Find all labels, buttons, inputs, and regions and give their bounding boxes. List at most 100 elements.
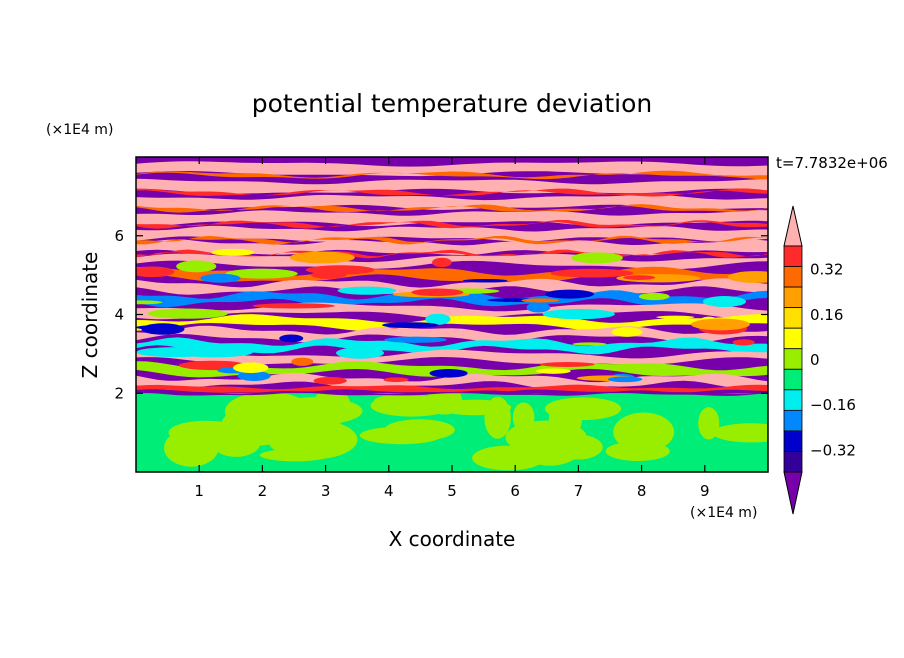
field-patch — [411, 288, 464, 297]
field-patch — [237, 370, 271, 382]
field-patch — [337, 286, 397, 295]
field-streak — [136, 170, 768, 180]
field-streak — [136, 220, 768, 229]
field-patch — [211, 248, 255, 256]
x-axis: 1 2 3 4 5 6 7 8 9 — [194, 157, 710, 500]
field-patch — [572, 342, 607, 346]
heatmap-field — [136, 157, 768, 472]
field-blob — [164, 428, 219, 467]
field-patch — [252, 303, 335, 309]
field-layer-mid — [136, 290, 768, 308]
field-patch — [176, 260, 217, 273]
field-streak — [136, 235, 768, 245]
y-axis-label: Z coordinate — [78, 252, 102, 379]
field-patch — [691, 318, 750, 331]
field-patch — [702, 296, 747, 308]
x-tick-label: 4 — [384, 482, 394, 500]
field-patch — [462, 278, 508, 283]
colorbar-label: −0.32 — [810, 441, 856, 459]
colorbar-label: −0.16 — [810, 396, 856, 414]
time-label: t=7.7832e+06 — [776, 154, 888, 172]
field-blob — [484, 396, 511, 439]
field-layer-pink — [136, 178, 768, 194]
field-blob — [384, 419, 455, 441]
field-blob — [291, 435, 343, 455]
colorbar-segment — [783, 348, 803, 370]
field-patch — [147, 308, 228, 319]
x-tick-label: 8 — [637, 482, 647, 500]
field-blob — [505, 420, 587, 455]
field-layer-pink — [136, 194, 768, 211]
field-layer-mid — [136, 372, 768, 390]
field-patch — [732, 339, 755, 346]
field-streak — [136, 188, 768, 197]
field-patch — [521, 298, 560, 303]
y-tick-label: 2 — [114, 384, 124, 402]
field-patch — [136, 266, 175, 278]
field-layer-mid — [136, 337, 768, 355]
field-blob — [373, 394, 427, 408]
field-blob — [613, 412, 675, 452]
field-patch — [542, 309, 615, 320]
field-patch — [571, 252, 623, 264]
field-patch — [727, 271, 768, 283]
colorbar-top-arrow — [783, 205, 803, 247]
field-patch — [623, 275, 656, 280]
x-tick-label: 5 — [447, 482, 457, 500]
colorbar-segment — [783, 430, 803, 452]
colorbar-label: 0 — [810, 351, 820, 369]
x-unit-label: (×1E4 m) — [690, 505, 757, 521]
colorbar-segment — [783, 409, 803, 432]
colorbar-segment — [783, 389, 803, 411]
field-patch — [336, 347, 385, 359]
field-layer-pink — [136, 161, 768, 177]
x-tick-label: 7 — [574, 482, 584, 500]
field-patch — [279, 334, 304, 343]
field-patch — [425, 313, 451, 325]
field-patch — [550, 268, 634, 278]
field-blob — [544, 397, 622, 421]
field-boundary-purple — [136, 390, 768, 396]
field-patch — [429, 368, 468, 378]
field-patch — [539, 362, 595, 367]
field-patch — [233, 362, 269, 374]
field-patch — [305, 265, 375, 275]
x-axis-label: X coordinate — [389, 527, 516, 551]
field-patch — [611, 327, 643, 337]
x-tick-label: 9 — [700, 482, 710, 500]
colorbar-bottom-arrow — [783, 471, 803, 515]
field-patch — [607, 376, 643, 383]
x-tick-label: 3 — [321, 482, 331, 500]
field-layer-pink — [136, 225, 768, 242]
x-tick-label: 1 — [194, 482, 204, 500]
field-patch — [291, 357, 314, 366]
field-patch — [384, 336, 447, 343]
field-patch — [383, 377, 409, 383]
field-patch — [313, 376, 347, 385]
colorbar-segment — [783, 327, 803, 350]
y-axis: 2 4 6 — [114, 227, 768, 402]
chart-title: potential temperature deviation — [252, 89, 652, 118]
field-patch — [656, 315, 695, 319]
field-patch — [136, 325, 178, 330]
field-patch — [392, 324, 414, 328]
colorbar-segment — [783, 245, 803, 267]
field-patch — [200, 273, 241, 283]
y-tick-label: 6 — [114, 227, 124, 245]
field-patch — [536, 368, 571, 374]
colorbar: 0.32 0.16 0 −0.16 −0.32 — [783, 205, 856, 515]
field-patch — [136, 300, 163, 305]
field-patch — [526, 302, 551, 313]
colorbar-segment — [783, 307, 803, 329]
colorbar-segment — [783, 451, 803, 473]
x-tick-label: 2 — [258, 482, 268, 500]
field-patch — [544, 289, 594, 299]
field-layer-pink — [136, 210, 768, 227]
y-unit-label: (×1E4 m) — [46, 122, 113, 138]
colorbar-label: 0.32 — [810, 261, 843, 279]
field-streak — [136, 204, 768, 213]
colorbar-label: 0.16 — [810, 306, 843, 324]
field-patch — [225, 268, 298, 279]
